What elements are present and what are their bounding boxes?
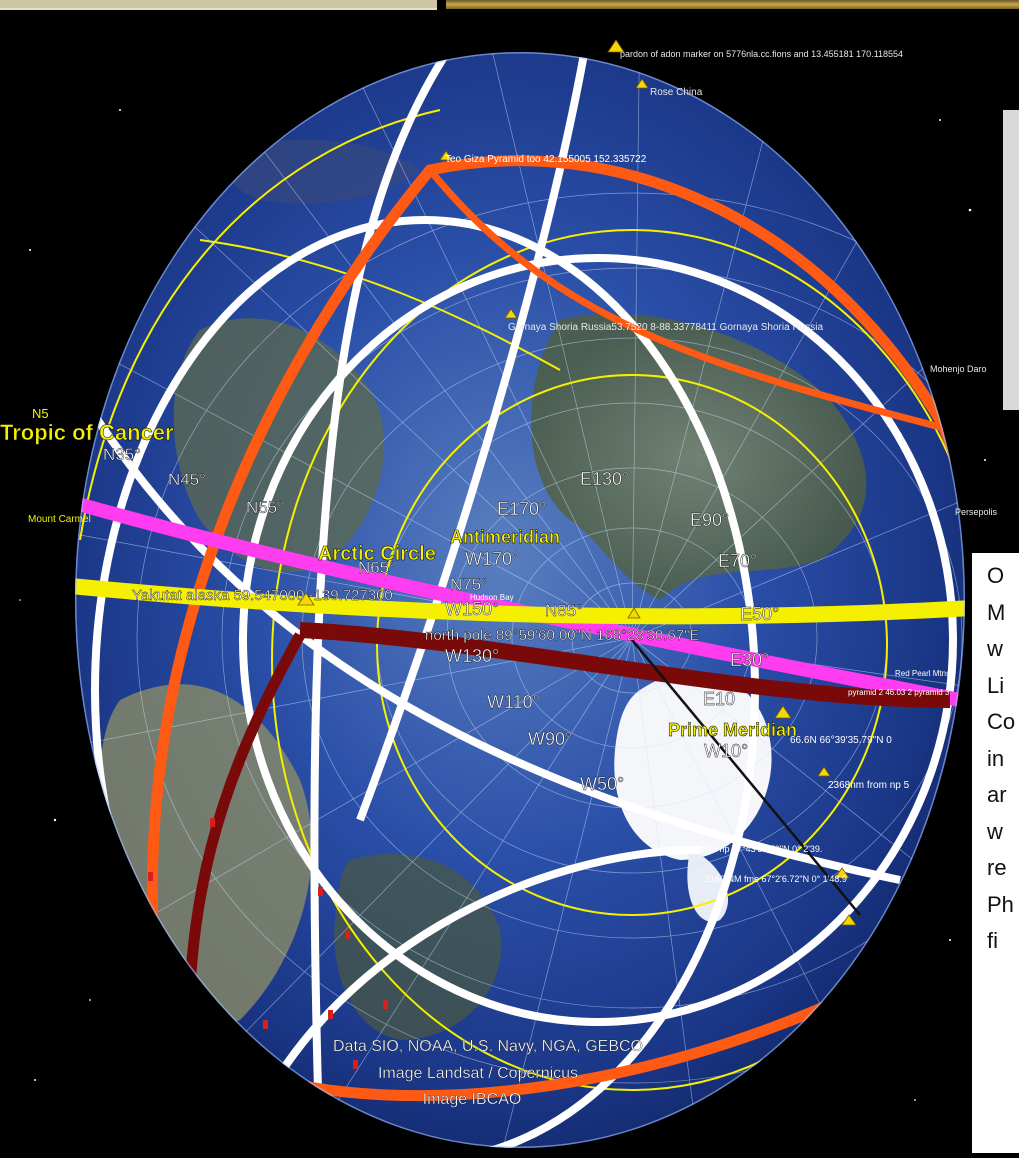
pin-dist2[interactable] xyxy=(817,766,831,777)
arctic-circle-line xyxy=(75,572,965,625)
label-arctic-circle: Arctic Circle xyxy=(318,543,436,565)
lon-label: E130° xyxy=(580,469,629,489)
pin-pardon[interactable] xyxy=(607,39,625,53)
pin-rose[interactable] xyxy=(635,78,649,89)
attribution-line: Data SIO, NOAA, U.S. Navy, NGA, GEBCO xyxy=(333,1038,643,1055)
top-toolbar-right xyxy=(446,0,1019,9)
line-labels: Tropic of Cancer Arctic Circle Antimerid… xyxy=(0,420,797,741)
side-text-line: O xyxy=(987,563,1005,588)
lon-label: W130° xyxy=(445,646,499,666)
label-n5: N5 xyxy=(32,406,49,421)
lon-label: W170° xyxy=(465,549,519,569)
lon-label: W10° xyxy=(704,741,748,761)
label-rose-china: Rose China xyxy=(650,87,703,98)
lat-label: N55° xyxy=(246,498,284,517)
lon-label: W90° xyxy=(528,729,572,749)
label-yakutat: Yakutat alaska 59.547000 -139.727300 xyxy=(132,587,393,604)
lat-label: N35° xyxy=(103,445,141,464)
label-dist3: 2368 NM from np 67°43'50.70"N 0° 2'39. xyxy=(660,844,822,854)
orange-chord xyxy=(427,167,965,444)
label-persepolis: Persepolis xyxy=(955,507,998,517)
label-pardon: pardon of adon marker on 5776nla.cc.fion… xyxy=(620,49,903,59)
lon-label: E50° xyxy=(740,604,779,624)
yellow-thin-circles xyxy=(79,109,965,1091)
lon-label: E70° xyxy=(718,551,757,571)
side-text-line: ar xyxy=(987,782,1007,807)
top-labels: pardon of adon marker on 5776nla.cc.fion… xyxy=(28,49,998,525)
longitude-labels: E170° W170° E130° E90° E70° E50° W150° W… xyxy=(445,469,780,794)
lat-label: N45° xyxy=(168,470,206,489)
pin-dist1[interactable] xyxy=(774,705,792,719)
label-giza: Teo Giza Pyramid too 42.155005 152.33572… xyxy=(445,154,647,165)
lat-label: N75° xyxy=(450,575,488,594)
side-panel-strip xyxy=(1003,110,1019,410)
pin-north-pole[interactable] xyxy=(627,607,641,619)
label-north-pole: north pole 89°59'60.00"N 168°28'30.67"E xyxy=(425,627,699,644)
side-text-line: Co xyxy=(987,709,1016,734)
label-dist4: 2160 NM fme 67°2'6.72"N 0° 1'48.9 xyxy=(705,874,847,884)
lon-label: W150° xyxy=(445,599,499,619)
label-mohenjo: Mohenjo Daro xyxy=(930,364,987,374)
orange-great-circle xyxy=(146,155,965,1102)
attribution-line: Image Landsat / Copernicus xyxy=(378,1065,578,1082)
side-text-line: re xyxy=(987,855,1007,880)
lat-label: N65° xyxy=(358,558,396,577)
pin-giza[interactable] xyxy=(439,150,453,161)
pin-dist3[interactable] xyxy=(834,867,850,879)
label-pyramid-east: pyramid 2 46.03 2 pyramid 3 xyxy=(848,688,950,697)
lon-label: W110° xyxy=(487,692,540,712)
maroon-meridian-line xyxy=(299,622,951,708)
side-text-line: Ph xyxy=(987,891,1014,917)
label-dist1: 66.6N 66°39'35.79"N 0 xyxy=(790,735,892,746)
side-text-line: w xyxy=(987,818,1003,844)
side-text-line: in xyxy=(987,745,1005,771)
label-prime-meridian: Prime Meridian xyxy=(668,720,797,740)
label-gornaya: Gornaya Shoria Russia53.7520 8-88.337784… xyxy=(508,322,823,333)
lon-label: E30° xyxy=(730,650,769,670)
red-markers xyxy=(148,818,388,1069)
lon-label: E170° xyxy=(497,499,546,519)
label-tropic-of-cancer: Tropic of Cancer xyxy=(0,420,174,445)
pin-gornaya[interactable] xyxy=(504,308,518,319)
placemark-labels: Yakutat alaska 59.547000 -139.727300 nor… xyxy=(132,587,950,884)
placemark-pins[interactable] xyxy=(297,39,857,926)
label-antimeridian: Antimeridian xyxy=(450,527,560,547)
side-text-line: M xyxy=(987,599,1006,625)
pin-dist4[interactable] xyxy=(841,914,857,926)
lon-label: E10 xyxy=(703,689,735,709)
label-mount-carmel: Mount Carmel xyxy=(28,514,91,525)
side-text-line: w xyxy=(987,636,1003,661)
side-text-line: Li xyxy=(987,672,1005,698)
tropic-of-cancer-line xyxy=(75,483,962,707)
side-text-line: fi xyxy=(987,928,998,953)
label-dist2: 2368nm from np 5 xyxy=(828,780,910,791)
lon-label: E90° xyxy=(690,510,729,530)
lon-label: W50° xyxy=(580,774,624,794)
label-red-east: Red Pearl Mtns xyxy=(895,669,950,678)
pin-yakutat[interactable] xyxy=(297,592,315,606)
side-text-panel: O M w Li Co in ar w re Ph fi xyxy=(972,553,1019,1153)
stars xyxy=(19,109,986,1101)
top-toolbar-left xyxy=(0,0,437,10)
attribution: Data SIO, NOAA, U.S. Navy, NGA, GEBCO Im… xyxy=(333,1038,643,1108)
distance-line xyxy=(631,639,861,916)
latitude-labels: N35° N45° N55° N65° N75° N85° xyxy=(103,445,583,620)
label-hudson: Hudson Bay xyxy=(470,593,514,602)
attribution-line: Image IBCAO xyxy=(423,1091,522,1108)
lat-label: N85° xyxy=(545,601,583,620)
